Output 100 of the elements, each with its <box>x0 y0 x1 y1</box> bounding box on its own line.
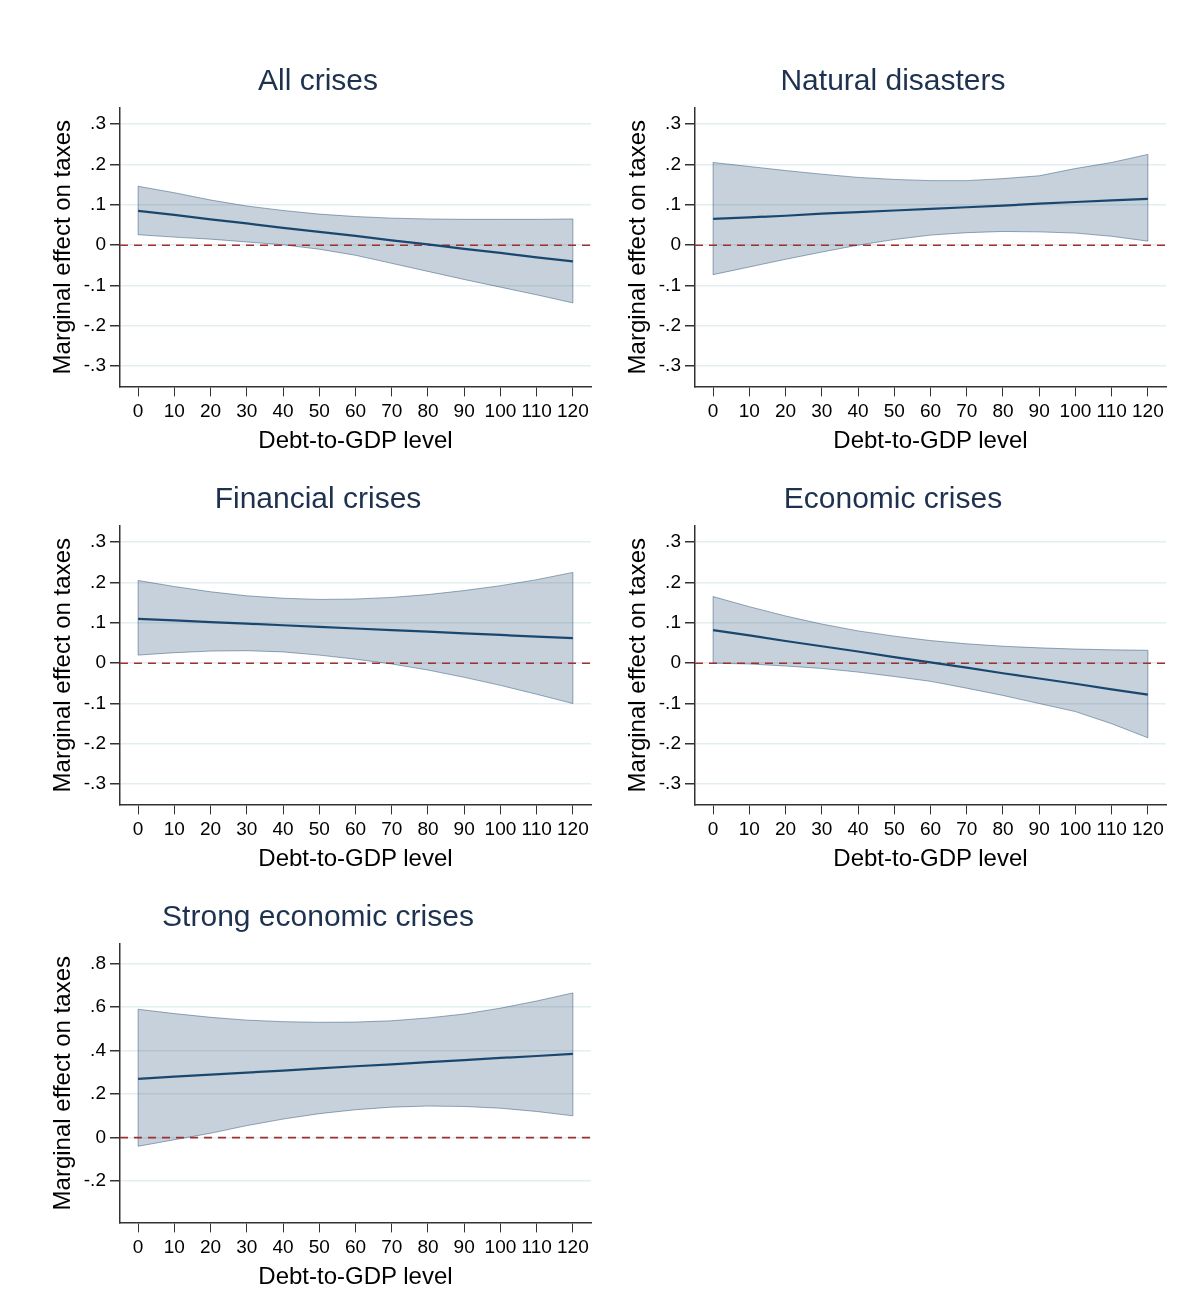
y-tick-label: .2 <box>90 152 106 174</box>
x-tick-label: 50 <box>883 400 905 422</box>
x-tick-label: 100 <box>1059 400 1092 422</box>
y-tick-label: -.2 <box>658 732 681 754</box>
x-tick-label: 80 <box>992 400 1014 422</box>
x-tick-label: 0 <box>132 1236 144 1258</box>
x-axis-title: Debt-to-GDP level <box>258 1262 453 1290</box>
x-tick-label: 0 <box>132 818 144 840</box>
y-tick-label: .6 <box>90 995 106 1017</box>
x-tick-label: 0 <box>132 400 144 422</box>
x-tick-label: 40 <box>847 400 869 422</box>
x-tick-label: 100 <box>1059 818 1092 840</box>
y-tick-label: -.2 <box>658 314 681 336</box>
x-tick-label: 100 <box>484 1236 517 1258</box>
x-tick-label: 50 <box>308 1236 330 1258</box>
x-tick-label: 10 <box>163 1236 185 1258</box>
y-axis-title: Marginal effect on taxes <box>48 538 76 793</box>
x-tick-label: 120 <box>557 1236 589 1258</box>
y-tick-label: .3 <box>665 112 681 134</box>
x-tick-label: 60 <box>344 818 367 840</box>
y-tick-label: -.2 <box>83 314 106 336</box>
x-tick-label: 80 <box>417 818 439 840</box>
y-axis-title: Marginal effect on taxes <box>48 956 76 1211</box>
x-tick-label: 20 <box>199 400 222 422</box>
x-tick-label: 30 <box>236 818 258 840</box>
y-tick-label: -.3 <box>658 772 681 794</box>
x-tick-label: 10 <box>163 818 185 840</box>
y-tick-label: -.2 <box>83 732 106 754</box>
y-tick-label: 0 <box>95 651 106 673</box>
y-tick-label: -.1 <box>658 691 681 713</box>
x-tick-label: 80 <box>417 1236 439 1258</box>
x-tick-label: 120 <box>557 400 589 422</box>
x-tick-label: 40 <box>272 400 294 422</box>
x-axis-title: Debt-to-GDP level <box>833 426 1028 454</box>
x-tick-label: 40 <box>272 1236 294 1258</box>
x-tick-label: 70 <box>956 400 978 422</box>
x-tick-label: 20 <box>774 818 797 840</box>
x-tick-label: 20 <box>199 818 222 840</box>
x-tick-label: 0 <box>707 400 719 422</box>
y-axis-title: Marginal effect on taxes <box>623 120 651 375</box>
x-tick-label: 60 <box>344 400 367 422</box>
y-tick-label: .1 <box>90 193 106 215</box>
x-tick-label: 40 <box>847 818 869 840</box>
y-tick-label: -.2 <box>83 1169 106 1191</box>
chart-title: All crises <box>257 63 379 97</box>
x-axis-title: Debt-to-GDP level <box>258 844 453 872</box>
y-tick-label: -.3 <box>83 772 106 794</box>
x-tick-label: 10 <box>738 400 760 422</box>
x-tick-label: 110 <box>521 400 552 422</box>
x-tick-label: 50 <box>308 818 330 840</box>
chart-title: Economic crises <box>783 481 1003 515</box>
x-tick-label: 10 <box>163 400 185 422</box>
x-tick-label: 70 <box>381 818 403 840</box>
y-tick-label: .2 <box>665 152 681 174</box>
x-tick-label: 110 <box>521 818 552 840</box>
x-tick-label: 90 <box>453 1236 475 1258</box>
x-tick-label: 70 <box>381 400 403 422</box>
x-tick-label: 30 <box>811 818 833 840</box>
y-tick-label: .4 <box>90 1038 107 1060</box>
x-tick-label: 20 <box>199 1236 222 1258</box>
x-tick-label: 120 <box>1132 400 1164 422</box>
x-axis-title: Debt-to-GDP level <box>258 426 453 454</box>
x-axis-title: Debt-to-GDP level <box>833 844 1028 872</box>
chart-title: Strong economic crises <box>162 899 474 933</box>
x-tick-label: 20 <box>774 400 797 422</box>
x-tick-label: 0 <box>707 818 719 840</box>
x-tick-label: 10 <box>738 818 760 840</box>
chart-title: Natural disasters <box>780 63 1006 97</box>
x-tick-label: 100 <box>484 818 517 840</box>
y-tick-label: .2 <box>90 1082 106 1104</box>
y-tick-label: -.3 <box>658 354 681 376</box>
y-tick-label: -.1 <box>658 273 681 295</box>
x-tick-label: 90 <box>1028 400 1050 422</box>
x-tick-label: 110 <box>1096 400 1127 422</box>
y-tick-label: .8 <box>90 951 106 973</box>
x-tick-label: 30 <box>811 400 833 422</box>
x-tick-label: 70 <box>381 1236 403 1258</box>
y-axis-title: Marginal effect on taxes <box>623 538 651 793</box>
x-tick-label: 110 <box>1096 818 1127 840</box>
y-tick-label: .1 <box>665 193 681 215</box>
x-tick-label: 30 <box>236 1236 258 1258</box>
y-tick-label: 0 <box>670 651 681 673</box>
x-tick-label: 90 <box>1028 818 1050 840</box>
y-axis-title: Marginal effect on taxes <box>48 120 76 375</box>
x-tick-label: 60 <box>919 400 942 422</box>
x-tick-label: 80 <box>992 818 1014 840</box>
x-tick-label: 90 <box>453 818 475 840</box>
y-tick-label: .3 <box>665 530 681 552</box>
x-tick-label: 120 <box>557 818 589 840</box>
y-tick-label: 0 <box>95 233 106 255</box>
x-tick-label: 50 <box>308 400 330 422</box>
x-tick-label: 60 <box>344 1236 367 1258</box>
y-tick-label: 0 <box>670 233 681 255</box>
y-tick-label: -.1 <box>83 691 106 713</box>
x-tick-label: 80 <box>417 400 439 422</box>
y-tick-label: .1 <box>90 611 106 633</box>
y-tick-label: -.1 <box>83 273 106 295</box>
x-tick-label: 90 <box>453 400 475 422</box>
y-tick-label: 0 <box>95 1125 106 1147</box>
y-tick-label: .3 <box>90 112 106 134</box>
